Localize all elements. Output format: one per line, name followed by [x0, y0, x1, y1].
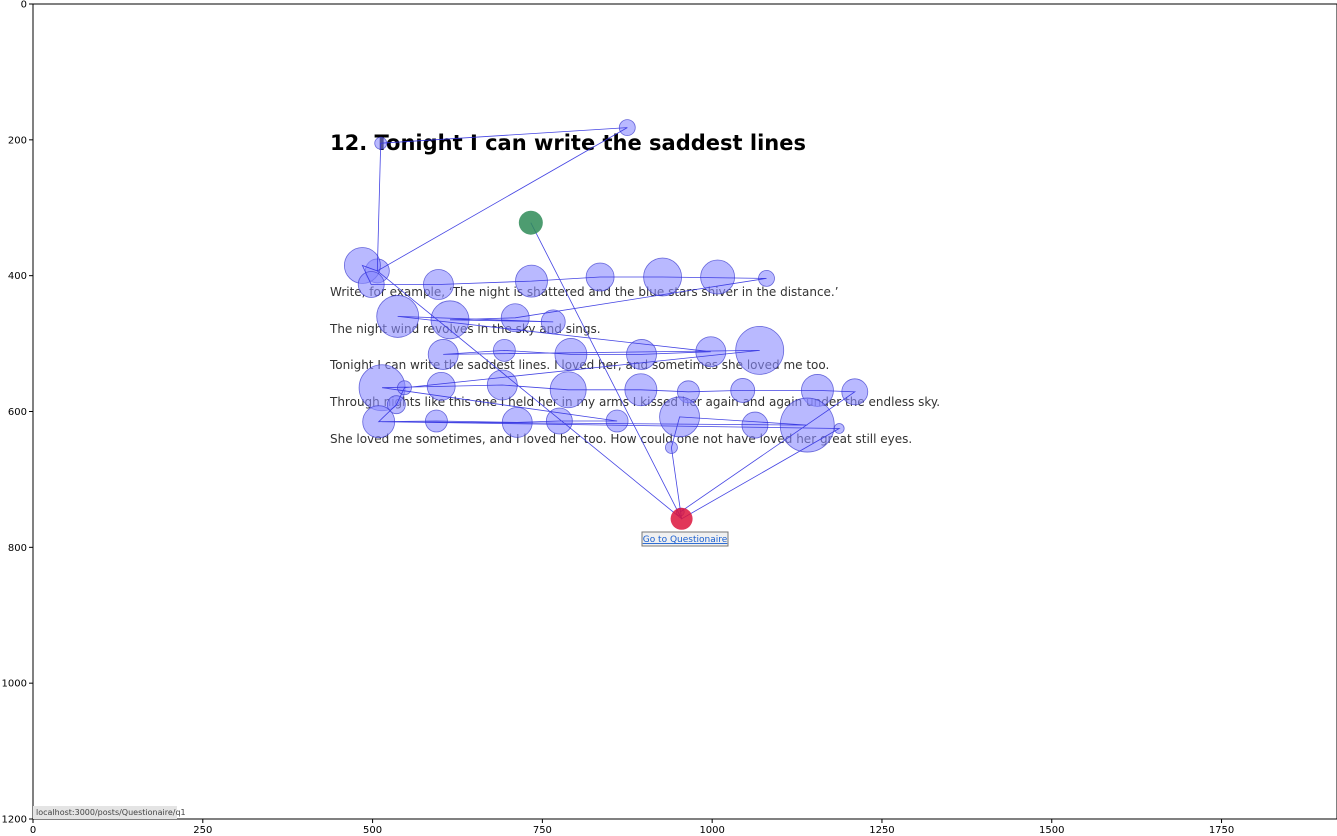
- questionaire-link-box[interactable]: [641, 531, 729, 547]
- y-tick-label: 600: [8, 407, 27, 418]
- x-tick-label: 500: [363, 825, 382, 836]
- x-tick-label: 1000: [699, 825, 724, 836]
- y-tick-label: 1000: [2, 679, 27, 690]
- scanpath-line: [361, 127, 857, 520]
- y-tick-label: 1200: [2, 815, 27, 826]
- x-tick-label: 750: [533, 825, 552, 836]
- axis-ticks: 0 250 500 750 1000 1250 1500 1750 0 200 400 600 800 1…: [2, 0, 1235, 836]
- y-tick-label: 200: [8, 135, 27, 146]
- y-tick-label: 0: [21, 0, 27, 11]
- scanpath-start-point: [518, 210, 543, 235]
- fixation-point: [700, 259, 735, 295]
- gaze-overlay: [343, 119, 869, 530]
- x-tick-label: 1750: [1209, 825, 1234, 836]
- y-tick-label: 800: [8, 543, 27, 554]
- questionaire-link[interactable]: Go to Questionaire: [643, 535, 728, 545]
- questionaire-link-button[interactable]: Go to Questionaire: [641, 531, 729, 547]
- status-url: localhost:3000/posts/Questionaire/q1: [36, 808, 186, 817]
- x-tick-label: 1500: [1039, 825, 1064, 836]
- status-bar-background: [33, 806, 177, 819]
- scanpath-end-point: [670, 507, 693, 530]
- page-title: 12. Tonight I can write the saddest line…: [330, 131, 806, 155]
- x-tick-label: 1250: [869, 825, 894, 836]
- x-tick-label: 0: [30, 825, 36, 836]
- status-bar: localhost:3000/posts/Questionaire/q1: [33, 806, 186, 819]
- poem-line-5: She loved me sometimes, and I loved her …: [330, 432, 912, 446]
- x-tick-label: 250: [193, 825, 212, 836]
- y-tick-label: 400: [8, 271, 27, 282]
